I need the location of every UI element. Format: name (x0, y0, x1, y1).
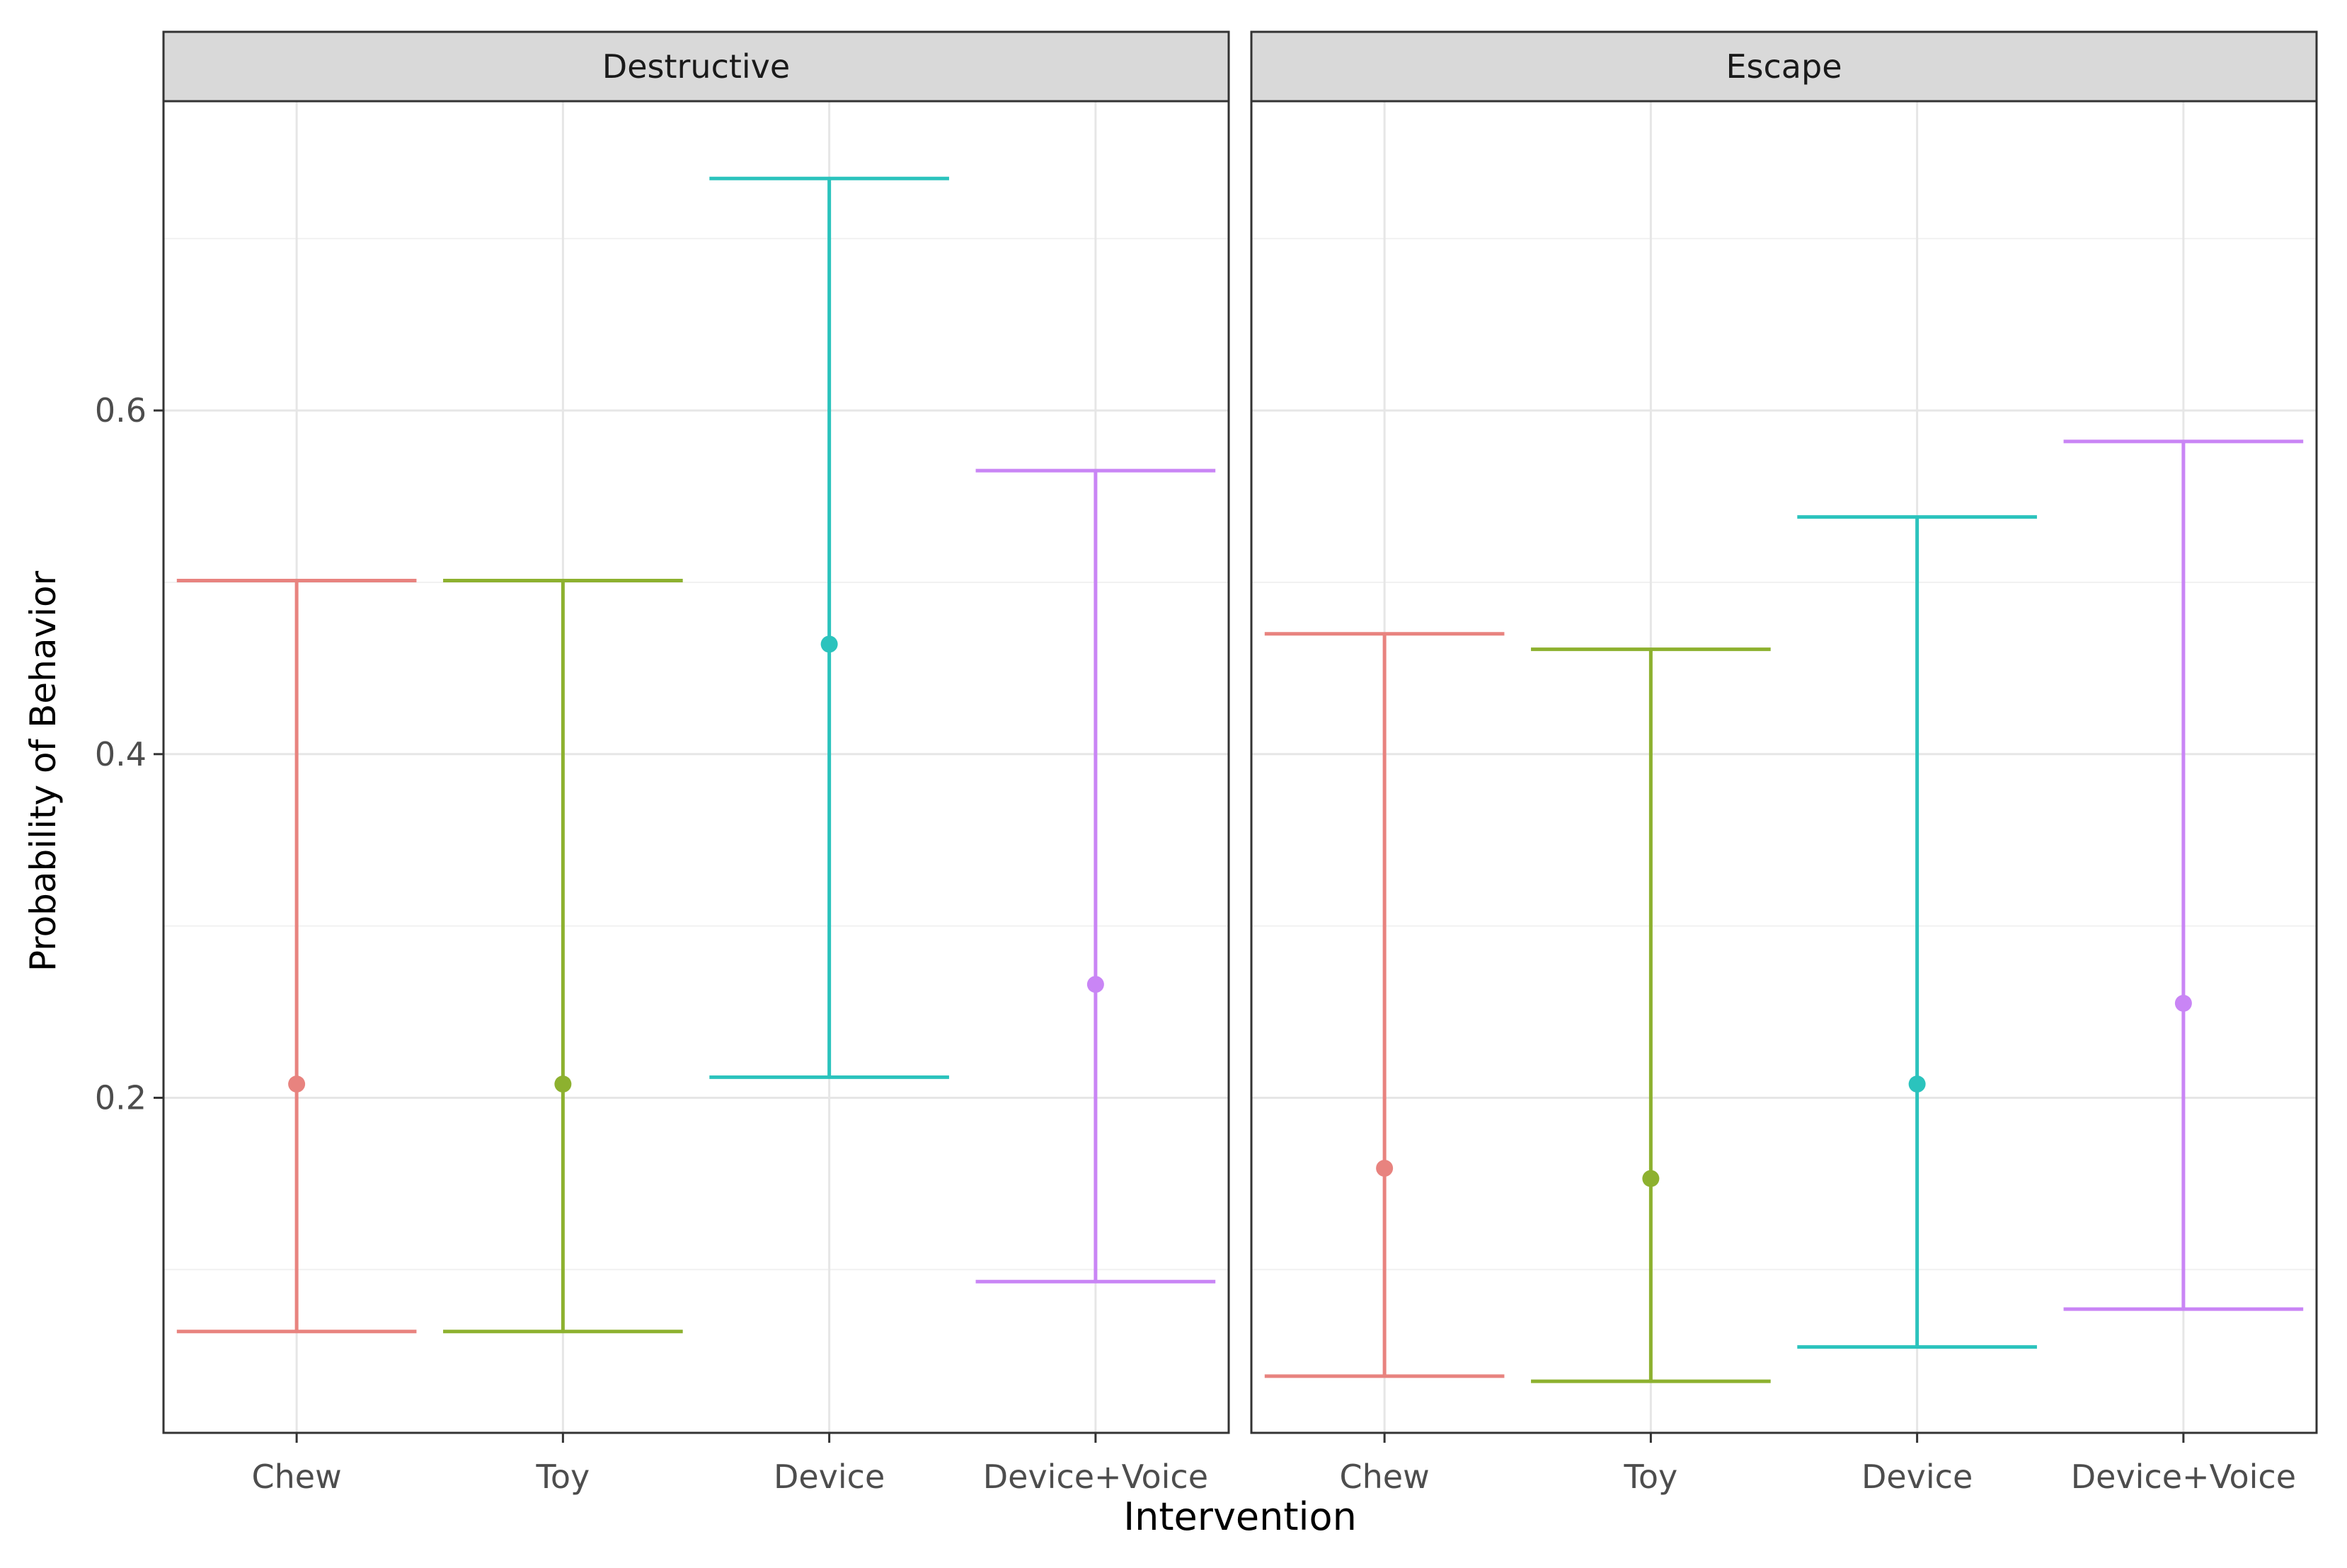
errorbar-device-voice-point (1086, 976, 1104, 993)
x-tick-label: Device+Voice (2071, 1458, 2296, 1496)
errorbar-toy-point (554, 1076, 572, 1093)
facet-strip-label: Escape (1726, 47, 1842, 86)
y-tick-label: 0.6 (95, 391, 147, 430)
x-axis-title: Intervention (1123, 1494, 1357, 1539)
facet-strip (1250, 30, 2318, 103)
errorbar-chew-point (1376, 1160, 1394, 1177)
facet-strip-label: Destructive (602, 47, 790, 86)
errorbar-device-voice-point (2174, 994, 2192, 1012)
y-tick-label: 0.2 (95, 1078, 147, 1117)
y-tick-label: 0.4 (95, 735, 147, 773)
x-tick-label: Toy (1624, 1458, 1678, 1496)
panel-background (1251, 101, 2317, 1433)
x-tick-label: Chew (252, 1458, 342, 1496)
facet-strip (162, 30, 1230, 103)
errorbar-device-point (1908, 1076, 1926, 1093)
panel-escape: Escape Chew Toy Device Device+Voice (1250, 30, 2318, 1496)
x-tick-label: Chew (1340, 1458, 1430, 1496)
panel-background (163, 101, 1229, 1433)
x-tick-label: Device (1861, 1458, 1973, 1496)
x-tick-label: Device (774, 1458, 885, 1496)
y-axis-title: Probability of Behavior (23, 570, 64, 972)
panel-destructive: Destructive Chew Toy Device Device+Voice (162, 30, 1230, 1496)
errorbar-toy-point (1642, 1170, 1660, 1187)
errorbar-chew-point (288, 1076, 306, 1093)
errorbar-device-point (820, 635, 838, 653)
x-tick-label: Device+Voice (983, 1458, 1208, 1496)
x-tick-label: Toy (536, 1458, 590, 1496)
